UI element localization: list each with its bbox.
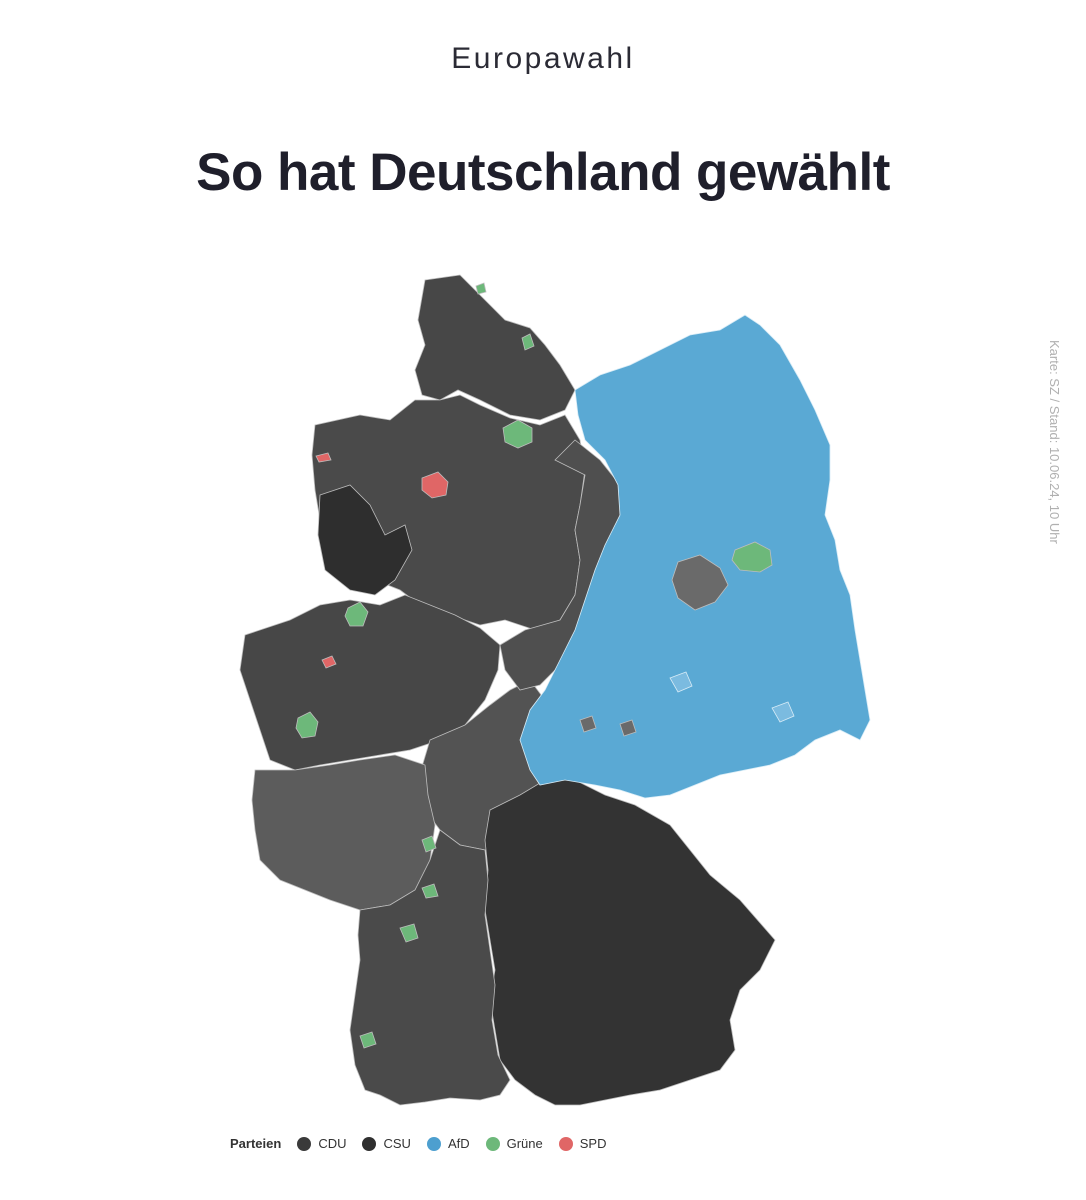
region-koeln[interactable]: [295, 711, 319, 739]
germany-map-svg: [239, 274, 871, 1106]
region-leipzig[interactable]: [669, 671, 693, 693]
region-gelsenkirchen[interactable]: [321, 655, 337, 669]
region-north[interactable]: [414, 274, 576, 421]
region-heidelberg[interactable]: [421, 883, 439, 899]
legend-item-afd: AfD: [426, 1136, 470, 1151]
legend-label-gruene: Grüne: [506, 1136, 543, 1151]
region-freiburg[interactable]: [359, 1031, 377, 1049]
page-title: So hat Deutschland gewählt: [196, 143, 890, 202]
region-luebeck[interactable]: [521, 333, 535, 351]
legend: Parteien CDU CSU AfD Grüne SPD: [230, 1136, 622, 1151]
region-bremen[interactable]: [421, 471, 449, 499]
region-sachsen-anhalt-enclave[interactable]: [671, 554, 729, 611]
region-emden[interactable]: [315, 452, 332, 463]
legend-label-afd: AfD: [447, 1136, 470, 1151]
legend-dot-gruene: [485, 1136, 500, 1151]
region-bavaria[interactable]: [484, 779, 776, 1106]
legend-item-gruene: Grüne: [485, 1136, 543, 1151]
legend-title: Parteien: [230, 1136, 282, 1151]
region-flensburg[interactable]: [475, 282, 487, 295]
region-karlsruhe[interactable]: [399, 923, 419, 943]
legend-dot-cdu: [297, 1136, 312, 1151]
kicker: Europawahl: [451, 42, 635, 75]
legend-item-cdu: CDU: [297, 1136, 346, 1151]
region-dresden[interactable]: [771, 701, 795, 723]
region-jena[interactable]: [619, 719, 637, 737]
legend-dot-spd: [558, 1136, 573, 1151]
legend-item-spd: SPD: [558, 1136, 607, 1151]
region-hamburg[interactable]: [502, 419, 533, 449]
region-frankfurt[interactable]: [421, 835, 437, 853]
region-erfurt[interactable]: [579, 715, 597, 733]
region-muenster[interactable]: [344, 601, 369, 627]
legend-label-cdu: CDU: [318, 1136, 347, 1151]
source-note: Karte: SZ / Stand: 10.06.24, 10 Uhr: [1047, 340, 1062, 544]
region-berlin[interactable]: [731, 541, 773, 573]
legend-label-csu: CSU: [383, 1136, 411, 1151]
legend-dot-csu: [362, 1136, 377, 1151]
legend-item-csu: CSU: [362, 1136, 411, 1151]
region-bw[interactable]: [349, 829, 511, 1106]
legend-label-spd: SPD: [579, 1136, 607, 1151]
region-emsland[interactable]: [317, 484, 413, 596]
region-rhineland[interactable]: [251, 754, 436, 911]
legend-dot-afd: [426, 1136, 441, 1151]
germany-map: [200, 250, 900, 1130]
